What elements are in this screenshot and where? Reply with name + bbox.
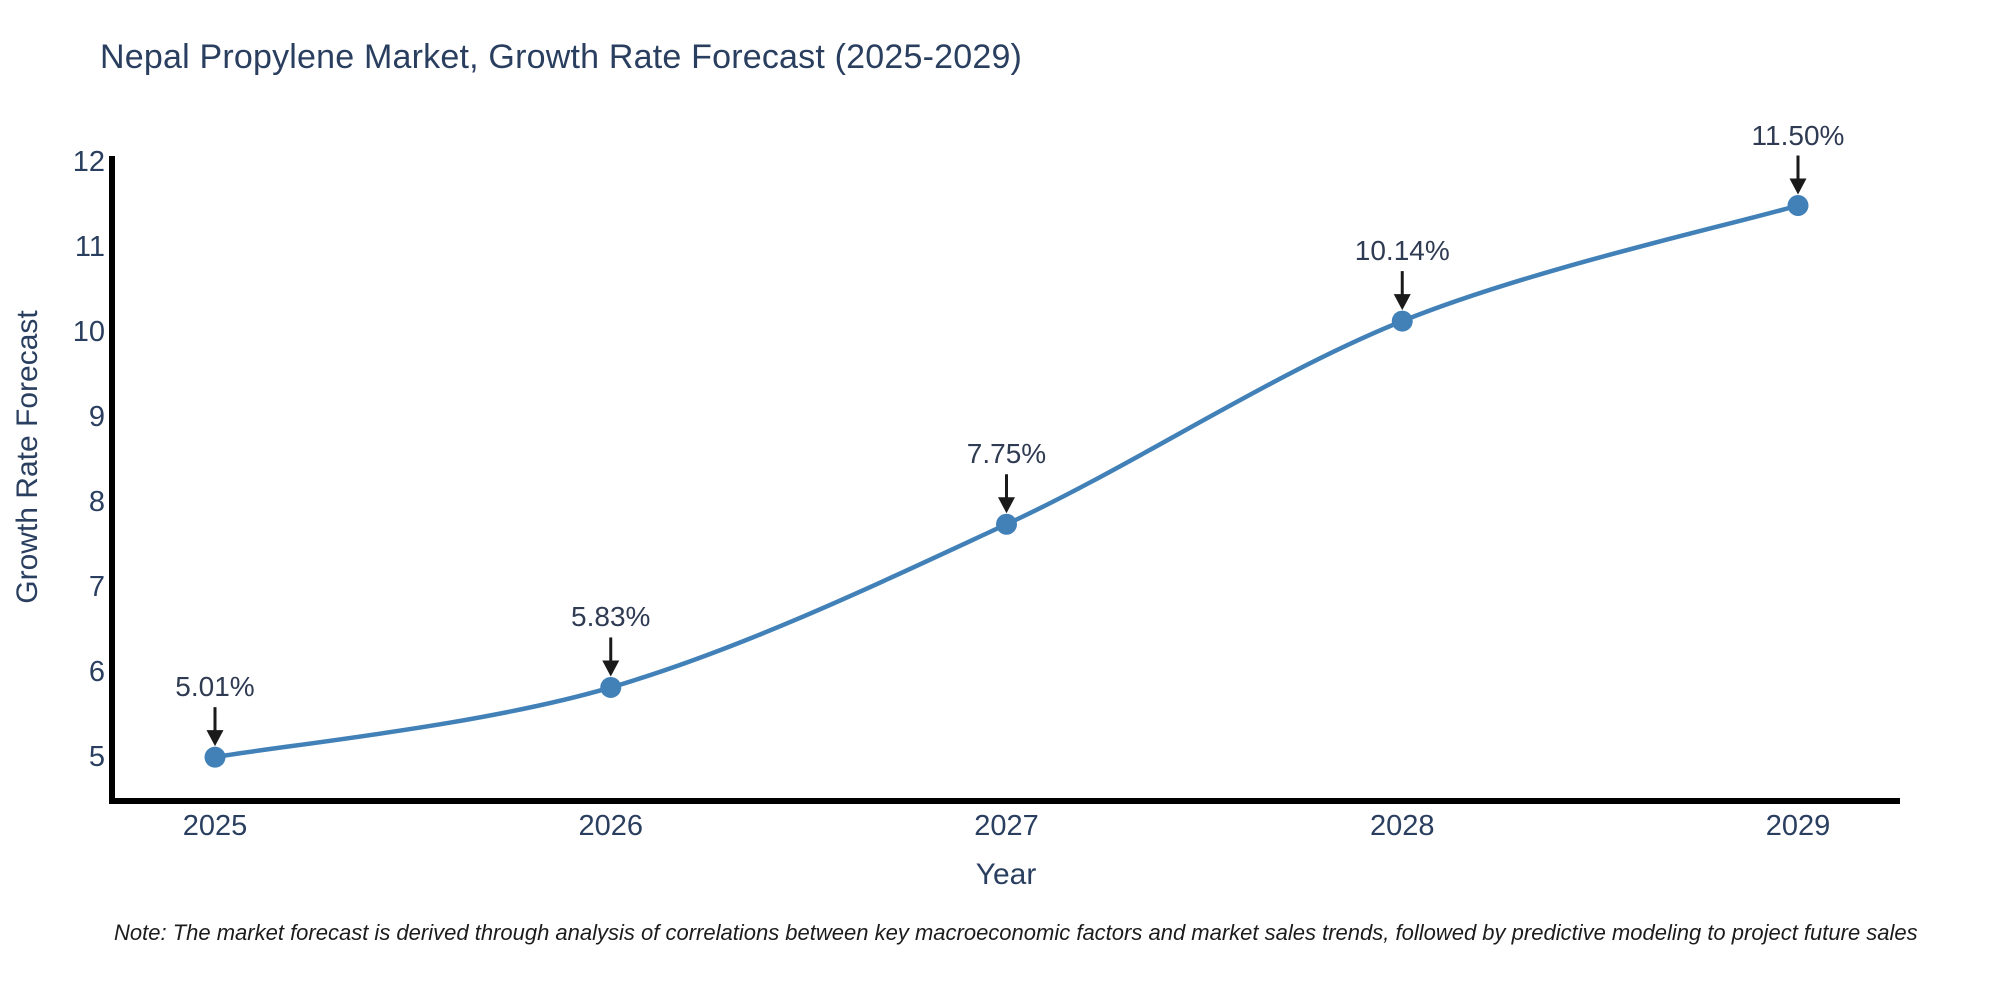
data-point-marker-2026 [600, 676, 622, 698]
x-tick-label-2029: 2029 [1765, 810, 1831, 842]
y-tick-label-7: 7 [88, 571, 105, 603]
chart-title: Nepal Propylene Market, Growth Rate Fore… [100, 38, 1023, 76]
annotation-arrowhead-2026 [602, 660, 620, 677]
x-tick-label-2027: 2027 [974, 810, 1039, 842]
annotation-label-2029: 11.50% [1751, 119, 1845, 151]
annotation-label-2027: 7.75% [966, 438, 1047, 470]
annotation-label-2026: 5.83% [571, 601, 651, 633]
y-tick-label-11: 11 [74, 231, 105, 263]
y-tick-label-5: 5 [88, 741, 105, 773]
y-tick-label-6: 6 [88, 656, 105, 688]
annotation-arrowhead-2028 [1393, 294, 1411, 311]
y-tick-label-8: 8 [88, 486, 105, 518]
x-tick-label-2025: 2025 [182, 810, 248, 842]
x-axis-title: Year [975, 858, 1037, 891]
annotation-arrowhead-2025 [206, 730, 224, 747]
data-point-marker-2029 [1787, 195, 1809, 216]
annotation-label-2028: 10.14% [1354, 235, 1450, 267]
y-tick-label-9: 9 [88, 401, 105, 433]
annotation-arrowhead-2027 [998, 497, 1015, 514]
x-tick-label-2026: 2026 [578, 810, 643, 842]
annotation-label-2025: 5.01% [175, 671, 255, 703]
y-tick-label-10: 10 [72, 316, 105, 348]
footnote: Note: The market forecast is derived thr… [114, 920, 1918, 945]
y-tick-label-12: 12 [72, 146, 105, 178]
data-point-marker-2028 [1391, 310, 1413, 332]
x-tick-label-2028: 2028 [1369, 810, 1435, 842]
data-point-marker-2025 [204, 746, 226, 768]
annotation-arrowhead-2029 [1789, 178, 1807, 195]
data-point-marker-2027 [996, 513, 1017, 535]
